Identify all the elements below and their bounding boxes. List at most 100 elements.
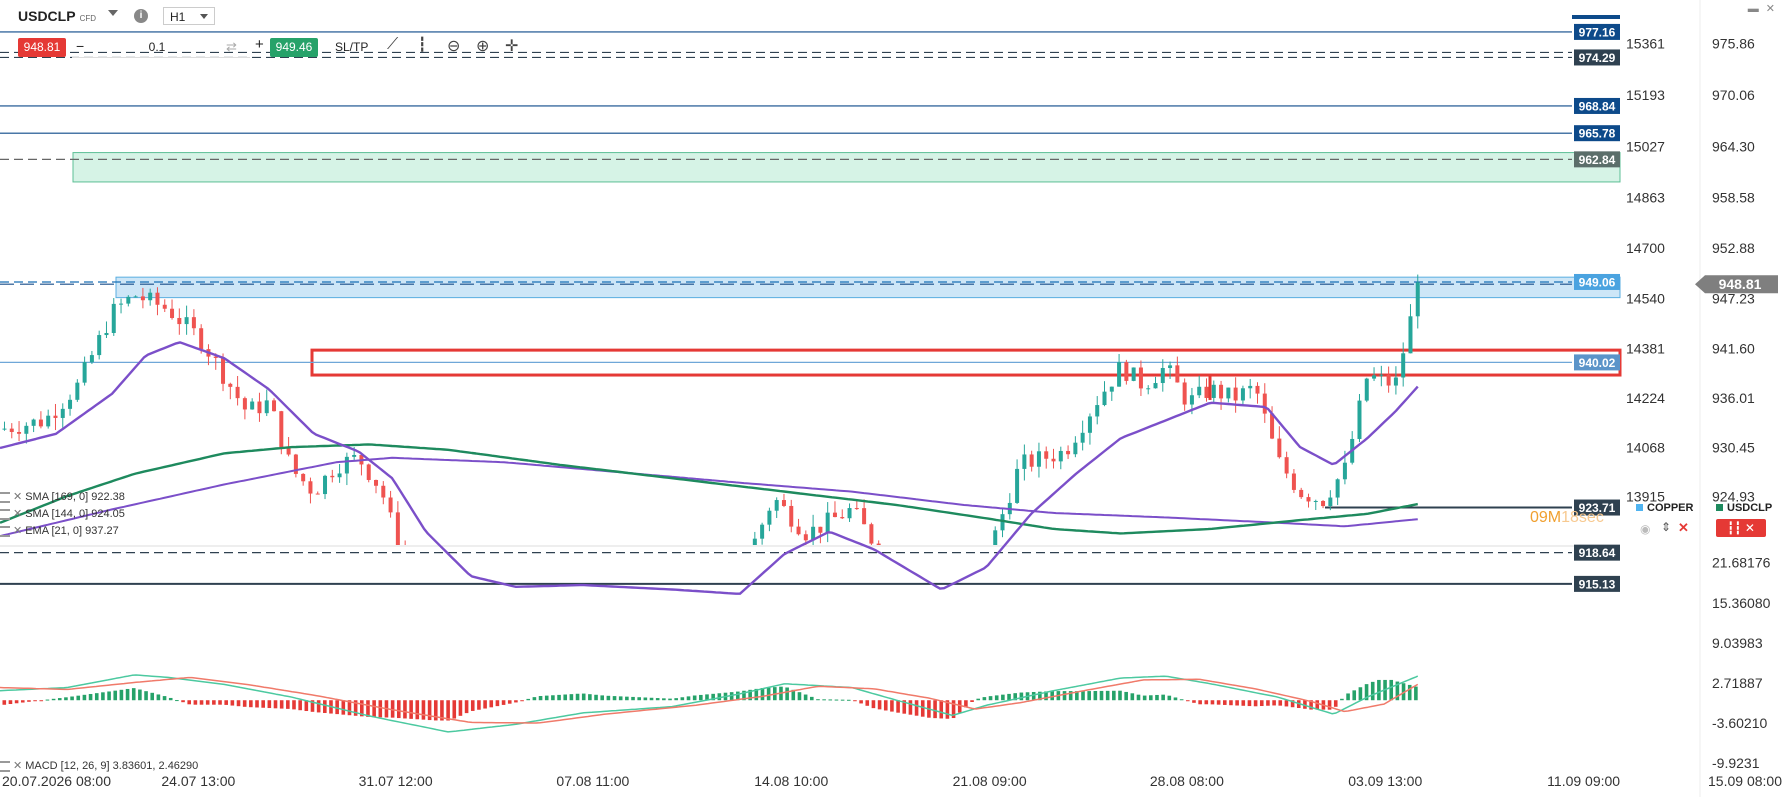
- settings-icon[interactable]: [0, 525, 10, 537]
- zoom-in-icon[interactable]: ⊕: [476, 38, 490, 55]
- candle: [1211, 380, 1216, 403]
- price-line-label-bg: [1574, 273, 1620, 290]
- current-price-bg: [1695, 275, 1778, 294]
- zoom-out-icon[interactable]: ⊖: [447, 38, 461, 55]
- candle-body: [512, 588, 516, 589]
- legend-macd[interactable]: ✕ MACD [12, 26, 9] 3.83601, 2.46290: [0, 759, 198, 772]
- price-line-label-text: 977.16: [1579, 25, 1616, 39]
- candle: [17, 421, 22, 442]
- candle-body: [1073, 442, 1078, 455]
- macd-histogram-bar: [360, 700, 364, 717]
- sell-button[interactable]: 948.81: [18, 38, 66, 57]
- candle-countdown: 09M18sec: [1530, 509, 1604, 527]
- macd-histogram-bar: [156, 694, 161, 701]
- plus-icon[interactable]: +: [255, 36, 264, 53]
- macd-histogram-bar: [520, 700, 524, 702]
- chevron-down-icon[interactable]: [108, 10, 118, 16]
- quantity-value[interactable]: 0.1: [148, 40, 166, 54]
- legend-usdclp[interactable]: USDCLP: [1716, 502, 1772, 514]
- candles-icon[interactable]: ┇: [418, 36, 427, 52]
- minus-icon[interactable]: −: [76, 38, 85, 54]
- settings-icon[interactable]: [0, 508, 10, 520]
- macd-histogram-bar: [890, 700, 894, 712]
- candle-body: [1219, 384, 1224, 399]
- repeat-icon[interactable]: ⇄: [226, 39, 237, 54]
- candle-body: [53, 415, 58, 418]
- price-line-label-text: 940.02: [1579, 356, 1616, 370]
- window-controls[interactable]: ▬ ✕: [1748, 2, 1775, 15]
- candle: [461, 574, 465, 600]
- macd-histogram-bar: [205, 700, 210, 705]
- symbol-selector[interactable]: USDCLP CFD: [18, 8, 96, 24]
- price-line-label-bg: [1574, 499, 1620, 516]
- macd-histogram-bar: [1136, 694, 1141, 701]
- macd-histogram-bar: [415, 700, 420, 720]
- candle: [1131, 367, 1136, 382]
- macd-histogram-bar: [82, 694, 87, 701]
- candle-body: [1372, 375, 1377, 379]
- candle-body: [913, 589, 917, 591]
- remove-icon[interactable]: ✕: [13, 760, 23, 772]
- chart-type-button[interactable]: ┇┇ ✕: [1716, 519, 1766, 537]
- candle-body: [957, 586, 961, 594]
- countdown-main: 09M: [1530, 509, 1562, 526]
- macd-histogram-bar: [1370, 681, 1375, 701]
- quantity-stepper[interactable]: − 0.1 ⇄: [72, 37, 250, 58]
- candle-body: [301, 473, 306, 482]
- candle: [928, 588, 932, 602]
- remove-icon[interactable]: ✕: [13, 491, 23, 503]
- candle: [119, 298, 124, 314]
- candle: [301, 473, 306, 486]
- eye-icon[interactable]: ◉: [1640, 522, 1651, 536]
- reorder-icon[interactable]: ⇕: [1661, 520, 1672, 534]
- settings-icon[interactable]: [0, 491, 10, 503]
- candle: [2, 421, 7, 431]
- macd-histogram-bar: [791, 689, 796, 701]
- candle: [60, 403, 65, 430]
- macd-histogram-bar: [64, 697, 68, 701]
- buy-button[interactable]: 949.46: [270, 38, 318, 57]
- candle-body: [293, 454, 298, 474]
- settings-icon[interactable]: [0, 760, 10, 772]
- candle: [1379, 365, 1384, 387]
- macd-histogram-bar: [261, 700, 265, 708]
- candle-body: [862, 508, 867, 525]
- macd-histogram-bar: [1173, 697, 1178, 701]
- remove-icon[interactable]: ✕: [1678, 520, 1689, 535]
- legend-sma169[interactable]: ✕ SMA [169, 0] 922.38: [0, 490, 125, 503]
- macd-histogram-bar: [1327, 700, 1332, 710]
- crosshair-icon[interactable]: ✛: [505, 38, 519, 55]
- remove-icon[interactable]: ✕: [13, 508, 23, 520]
- legend-sma144[interactable]: ✕ SMA [144, 0] 924.05: [0, 507, 125, 520]
- legend-ema21[interactable]: ✕ EMA [21, 0] 937.27: [0, 524, 119, 537]
- candle: [38, 411, 43, 429]
- right-axis-tick: 975.86: [1712, 35, 1755, 51]
- macd-histogram-bar: [427, 700, 432, 721]
- info-icon[interactable]: i: [134, 9, 148, 23]
- close-icon[interactable]: ✕: [1765, 3, 1775, 15]
- line-chart-icon[interactable]: ⟋: [387, 36, 399, 53]
- macd-histogram-bar: [310, 700, 315, 712]
- candle: [1393, 366, 1398, 395]
- minimize-icon[interactable]: ▬: [1747, 3, 1759, 15]
- right-axis-tick: 941.60: [1712, 340, 1755, 356]
- candle-body: [1160, 368, 1165, 384]
- sltp-button[interactable]: SL/TP: [335, 40, 369, 54]
- macd-histogram-bar: [699, 694, 703, 701]
- macd-histogram-bar: [668, 698, 672, 701]
- candle-body: [636, 589, 640, 603]
- candle-body: [235, 386, 240, 399]
- candle-body: [31, 419, 36, 426]
- timeframe-select[interactable]: H1: [163, 7, 215, 25]
- sma169-line: [0, 456, 1418, 538]
- macd-histogram-bar: [119, 689, 124, 701]
- macd-histogram-bar: [828, 699, 833, 701]
- remove-icon[interactable]: ✕: [13, 525, 23, 537]
- macd-histogram-bar: [717, 693, 722, 701]
- legend-copper[interactable]: COPPER: [1636, 502, 1693, 514]
- candle: [527, 572, 531, 579]
- ema21-line: [0, 341, 1419, 595]
- candle-body: [1000, 514, 1005, 531]
- copper-axis-tick: 15027: [1626, 138, 1665, 154]
